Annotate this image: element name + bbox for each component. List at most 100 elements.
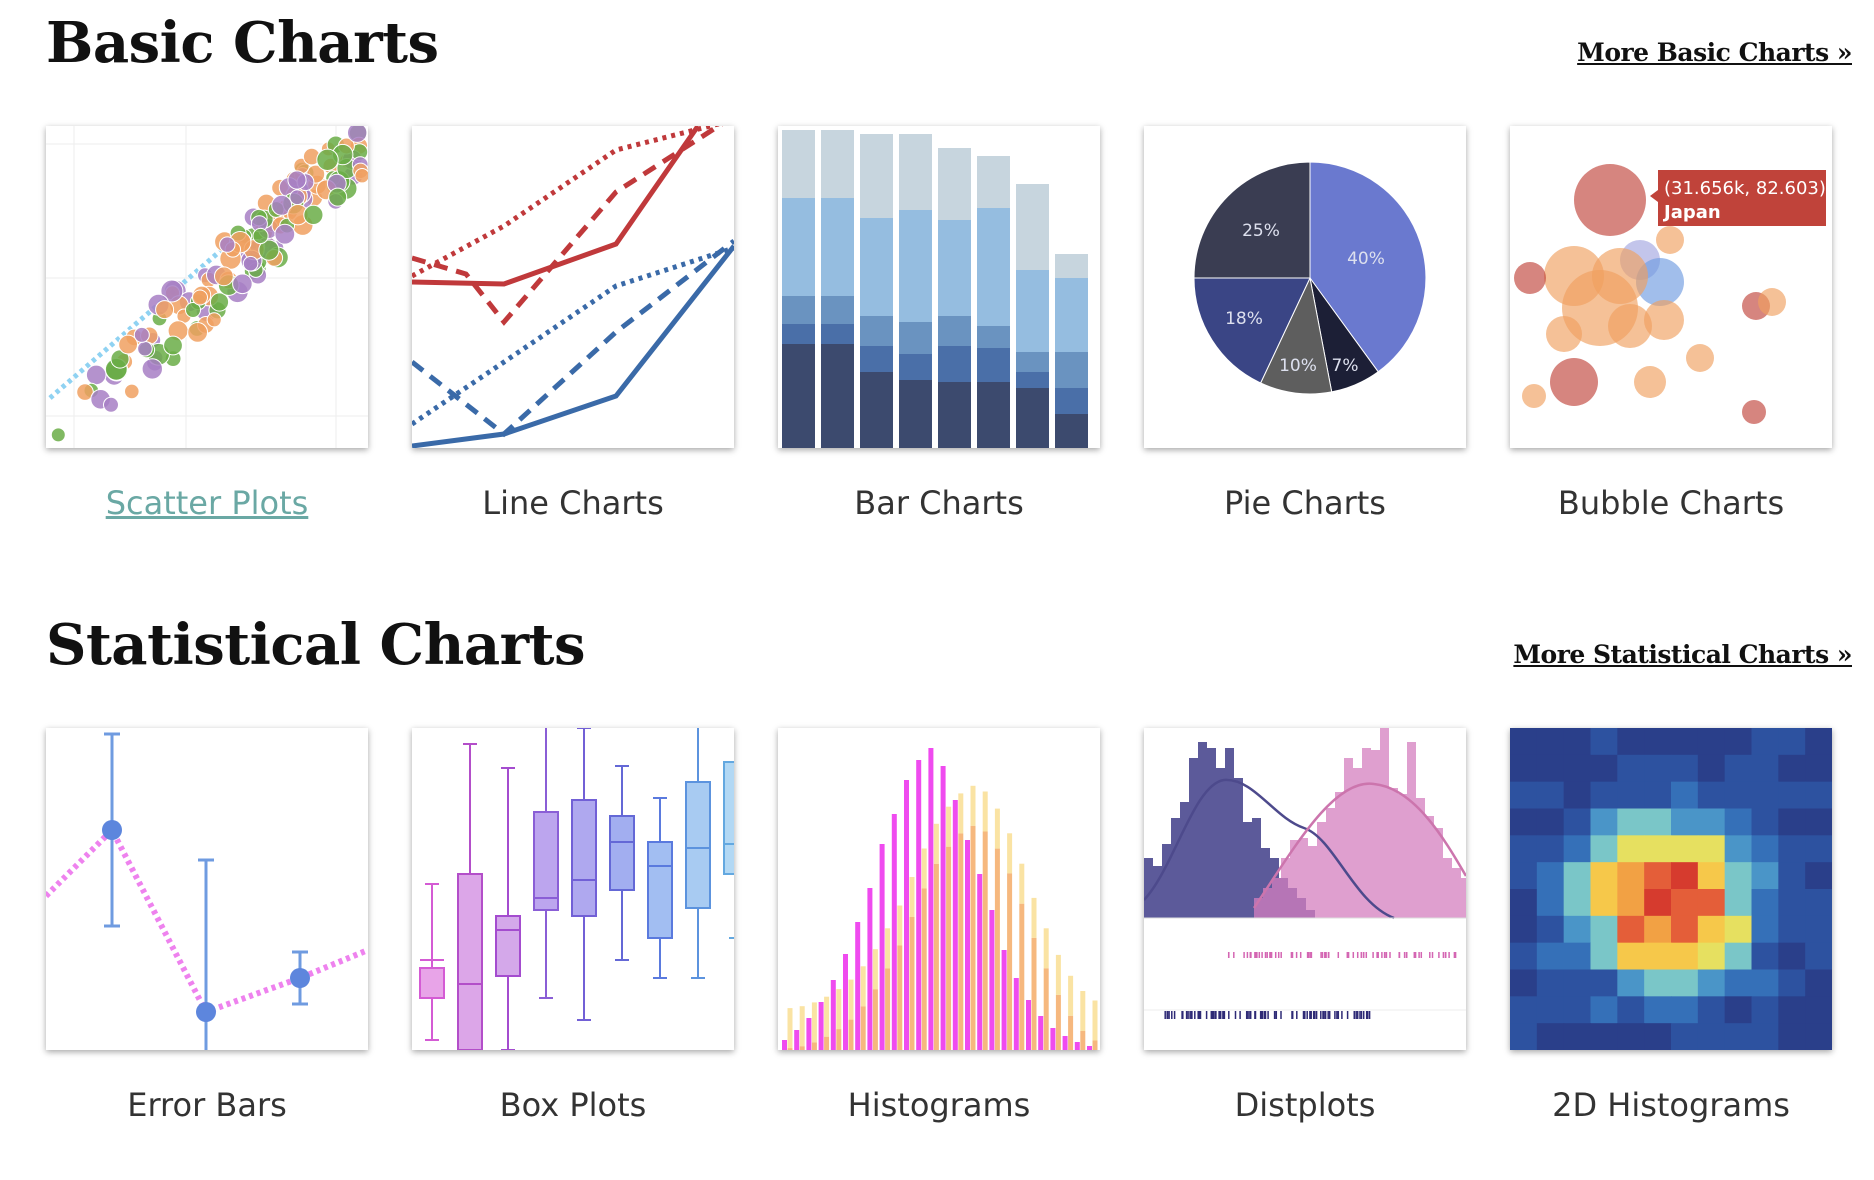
bubble bbox=[1514, 262, 1546, 294]
box bbox=[685, 781, 711, 909]
bar-segment bbox=[860, 218, 893, 316]
histogram-bar bbox=[897, 905, 903, 946]
bar-segment bbox=[821, 344, 854, 448]
scatter-point bbox=[124, 383, 140, 400]
error-bars-thumbnail[interactable] bbox=[46, 728, 368, 1050]
distplot-bar bbox=[1425, 816, 1434, 918]
heatmap-cell bbox=[1724, 835, 1752, 863]
distplots-link[interactable]: Distplots bbox=[1234, 1086, 1376, 1124]
histogram-bar bbox=[872, 949, 878, 990]
pie-charts-link[interactable]: Pie Charts bbox=[1224, 484, 1386, 522]
bar-segment bbox=[938, 148, 971, 220]
line-chart-thumbnail[interactable] bbox=[412, 126, 734, 448]
scatter-point bbox=[219, 236, 236, 253]
histogram-bar bbox=[1026, 1000, 1031, 1050]
histogram-bar bbox=[933, 823, 939, 864]
scatter-point bbox=[271, 194, 293, 216]
histogram-bar bbox=[824, 996, 830, 1037]
heatmap-cell bbox=[1617, 969, 1645, 997]
bubble bbox=[1550, 358, 1598, 406]
scatter-point bbox=[209, 292, 230, 312]
heatmap-cell bbox=[1724, 862, 1752, 890]
pie-slice bbox=[1309, 161, 1427, 373]
distplot-bar bbox=[1380, 728, 1389, 918]
bar-segment bbox=[1016, 270, 1049, 352]
histograms-link[interactable]: Histograms bbox=[847, 1086, 1031, 1124]
more-statistical-charts-link[interactable]: More Statistical Charts » bbox=[1513, 640, 1852, 669]
heatmap-cell bbox=[1590, 862, 1618, 890]
distplot-bar bbox=[1261, 848, 1270, 918]
heatmap-cell bbox=[1805, 1023, 1832, 1050]
bar-segment bbox=[899, 354, 932, 380]
bubble bbox=[1656, 226, 1684, 254]
bubble bbox=[1574, 164, 1646, 236]
heatmap-cell bbox=[1671, 754, 1699, 783]
bubble-tooltip bbox=[1658, 170, 1826, 226]
histogram-bar bbox=[867, 888, 873, 1050]
line-charts-link[interactable]: Line Charts bbox=[482, 484, 664, 522]
error-bars-link[interactable]: Error Bars bbox=[127, 1086, 287, 1124]
histogram-bar bbox=[1087, 1046, 1092, 1050]
histogram-bar bbox=[928, 748, 934, 1050]
heatmap-cell bbox=[1805, 781, 1832, 809]
histogram-bar bbox=[1074, 1042, 1080, 1050]
bar-segment bbox=[977, 208, 1010, 326]
distplot-bar bbox=[1252, 818, 1261, 918]
heatmap-cell bbox=[1536, 942, 1565, 970]
heatmap-cell bbox=[1671, 889, 1699, 917]
heatmap-cell bbox=[1751, 969, 1779, 997]
scatter-plot-icon bbox=[46, 126, 368, 448]
heatmap-cell bbox=[1805, 835, 1832, 863]
box bbox=[419, 967, 445, 999]
distplot-bar bbox=[1407, 742, 1416, 918]
heatmap-cell bbox=[1697, 754, 1726, 783]
heatmap-cell bbox=[1724, 781, 1752, 809]
heatmap-cell bbox=[1617, 862, 1645, 890]
heatmap-cell bbox=[1778, 942, 1806, 970]
histogram-bar bbox=[818, 1002, 824, 1050]
scatter-plot-thumbnail[interactable] bbox=[46, 126, 368, 448]
heatmap-cell bbox=[1590, 835, 1618, 863]
heatmap-cell bbox=[1536, 808, 1565, 836]
box-plot-thumbnail[interactable] bbox=[412, 728, 734, 1050]
heatmap-cell bbox=[1563, 915, 1591, 944]
box bbox=[647, 841, 673, 939]
heatmap-cell bbox=[1536, 862, 1565, 890]
bar-charts-link[interactable]: Bar Charts bbox=[854, 484, 1024, 522]
bar-segment bbox=[782, 344, 815, 448]
heatmap-cell bbox=[1778, 728, 1806, 756]
distplot-bar bbox=[1362, 748, 1371, 918]
2d-histogram-thumbnail[interactable] bbox=[1510, 728, 1832, 1050]
bar-segment bbox=[899, 210, 932, 322]
histogram-bar bbox=[843, 954, 848, 1050]
bubble-chart-thumbnail[interactable]: (31.656k, 82.603) Japan bbox=[1510, 126, 1832, 448]
heatmap-cell bbox=[1778, 835, 1806, 863]
distplot-thumbnail[interactable] bbox=[1144, 728, 1466, 1050]
histogram-thumbnail[interactable] bbox=[778, 728, 1100, 1050]
2d-histograms-link[interactable]: 2D Histograms bbox=[1552, 1086, 1790, 1124]
heatmap-cell bbox=[1644, 808, 1672, 836]
heatmap-cell bbox=[1778, 996, 1806, 1024]
heatmap-cell bbox=[1644, 862, 1672, 890]
distplot-bar bbox=[1216, 768, 1225, 918]
heatmap-cell bbox=[1724, 942, 1752, 970]
box-plots-link[interactable]: Box Plots bbox=[499, 1086, 647, 1124]
bar-segment bbox=[938, 382, 971, 448]
heatmap-cell bbox=[1563, 835, 1591, 863]
pie-chart-thumbnail[interactable]: 40% 7% 10% 18% 25% bbox=[1144, 126, 1466, 448]
more-basic-charts-link[interactable]: More Basic Charts » bbox=[1577, 38, 1852, 67]
heatmap-cell bbox=[1724, 969, 1752, 997]
bar-chart-thumbnail[interactable] bbox=[778, 126, 1100, 448]
heatmap-cell bbox=[1751, 996, 1779, 1024]
heatmap-cell bbox=[1536, 969, 1565, 997]
scatter-point bbox=[155, 300, 175, 320]
scatter-plots-link[interactable]: Scatter Plots bbox=[105, 484, 309, 522]
bar-segment bbox=[782, 130, 815, 198]
heatmap-cell bbox=[1590, 781, 1618, 809]
bar-segment bbox=[860, 372, 893, 448]
heatmap-cell bbox=[1563, 969, 1591, 997]
bar-segment bbox=[938, 220, 971, 316]
scatter-point bbox=[316, 148, 339, 171]
bubble-charts-link[interactable]: Bubble Charts bbox=[1557, 484, 1785, 522]
pie-label-40: 40% bbox=[1347, 249, 1385, 269]
